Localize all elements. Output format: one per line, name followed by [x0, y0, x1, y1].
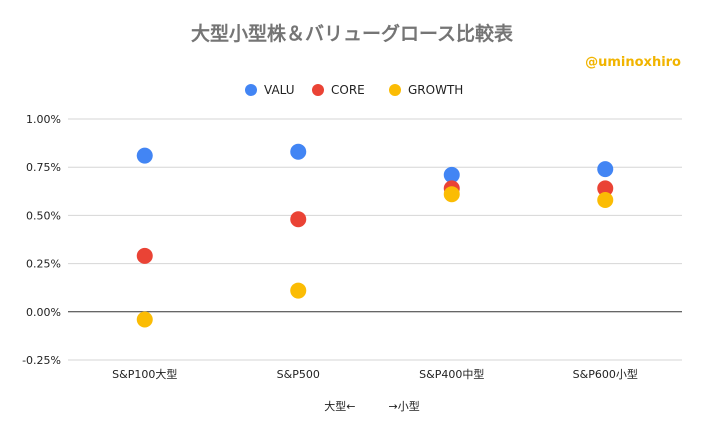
point-growth — [443, 186, 460, 203]
legend-marker-valu — [245, 84, 257, 96]
y-tick-label: 0.50% — [26, 209, 61, 222]
point-valu — [290, 143, 307, 160]
gridlines — [68, 118, 682, 361]
point-valu — [443, 166, 460, 183]
y-tick-label: 1.00% — [26, 113, 61, 126]
x-category-label: S&P600小型 — [573, 367, 638, 381]
point-growth — [290, 282, 307, 299]
point-core — [597, 180, 614, 197]
legend-label-growth: GROWTH — [408, 83, 463, 97]
legend: VALU CORE GROWTH — [245, 83, 463, 97]
y-tick-label: 0.75% — [26, 161, 61, 174]
watermark-handle: @uminoxhiro — [585, 55, 681, 70]
point-growth — [597, 191, 614, 208]
point-growth — [136, 311, 153, 328]
x-axis-categories: S&P100大型 S&P500 S&P400中型 S&P600小型 — [112, 367, 638, 381]
legend-label-valu: VALU — [264, 83, 295, 97]
point-valu — [597, 161, 614, 178]
point-core — [290, 211, 307, 228]
point-core — [136, 247, 153, 264]
x-axis-label: 大型← →小型 — [324, 399, 419, 413]
y-tick-label: 0.25% — [26, 258, 61, 271]
y-axis-ticks: 1.00% 0.75% 0.50% 0.25% 0.00% -0.25% — [22, 113, 61, 367]
legend-label-core: CORE — [331, 83, 365, 97]
y-tick-label: -0.25% — [22, 354, 61, 367]
legend-marker-growth — [389, 84, 401, 96]
x-category-label: S&P400中型 — [419, 367, 484, 381]
data-points — [136, 143, 614, 328]
legend-marker-core — [312, 84, 324, 96]
chart-title: 大型小型株＆バリューグロース比較表 — [191, 22, 514, 45]
point-valu — [136, 147, 153, 164]
x-category-label: S&P100大型 — [112, 367, 177, 381]
y-tick-label: 0.00% — [26, 306, 61, 319]
x-category-label: S&P500 — [277, 368, 320, 381]
